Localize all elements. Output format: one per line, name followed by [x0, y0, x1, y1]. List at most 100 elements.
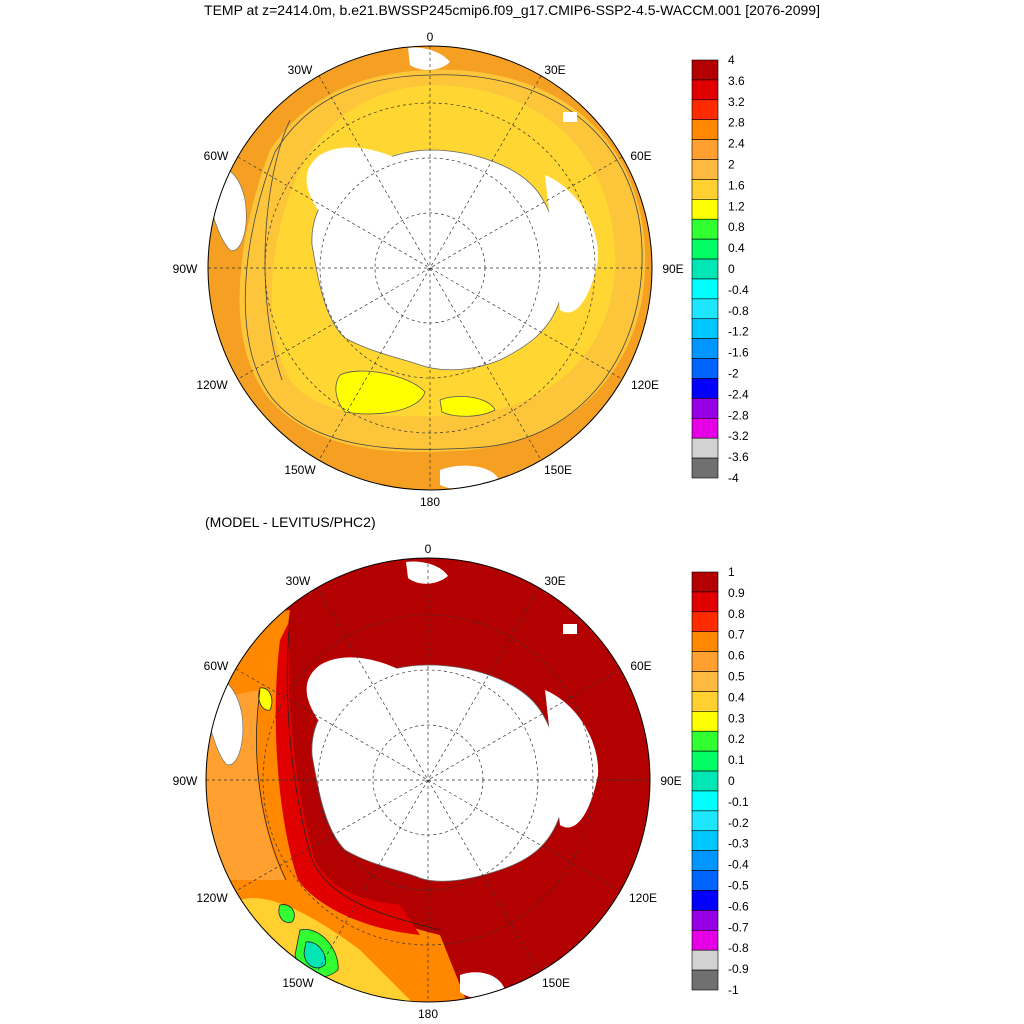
top-colorbar-label-18: -3.2 — [728, 429, 749, 443]
bottom-colorbar-label-18: -0.8 — [728, 941, 749, 955]
bottom-ice-shelf-west — [306, 657, 400, 720]
bottom-colorbar-swatch-20 — [691, 969, 719, 991]
top-lon-label-180: 180 — [420, 495, 440, 509]
bottom-colorbar-label-12: -0.2 — [728, 816, 749, 830]
top-colorbar-label-7: 1.2 — [728, 199, 745, 213]
bottom-map-border — [205, 557, 651, 1003]
top-colorbar-swatch-20 — [691, 457, 719, 479]
top-warm-patch-south — [439, 395, 496, 417]
africa-tip — [408, 47, 450, 70]
top-lon-label-150w: 150W — [284, 463, 316, 477]
bottom-colorbar-label-20: -1 — [728, 983, 739, 997]
bottom-lon-label-120e: 120E — [629, 891, 657, 905]
bottom-red-band — [275, 620, 420, 935]
bottom-island-east — [563, 624, 577, 634]
bottom-contour-1 — [286, 619, 441, 931]
bottom-lon-label-180: 180 — [418, 1007, 438, 1021]
bottom-colorbar-swatch-17 — [691, 910, 719, 931]
page-title: TEMP at z=2414.0m, b.e21.BWSSP245cmip6.f… — [204, 2, 820, 18]
bottom-colorbar-swatch-1 — [691, 591, 719, 613]
top-warm-patch-west — [335, 370, 426, 415]
bottom-colorbar-swatch-7 — [691, 711, 719, 732]
bottom-colorbar-label-7: 0.3 — [728, 711, 745, 725]
bottom-colorbar-swatch-3 — [691, 631, 719, 652]
bottom-colorbar-swatch-19 — [691, 949, 719, 971]
bottom-colorbar-swatch-13 — [691, 830, 719, 851]
bottom-colorbar-swatch-9 — [691, 750, 719, 772]
top-lon-label-60w: 60W — [204, 149, 229, 163]
bottom-colorbar-swatch-14 — [691, 850, 719, 871]
bottom-colorbar-label-15: -0.5 — [728, 879, 749, 893]
bottom-colorbar-swatch-6 — [691, 691, 719, 712]
top-colorbar-label-8: 0.8 — [728, 220, 745, 234]
top-contour-outer — [244, 74, 643, 450]
top-graticule — [208, 46, 652, 490]
bottom-colorbar-label-19: -0.9 — [728, 962, 749, 976]
bottom-colorbar-swatch-18 — [691, 929, 719, 951]
bottom-colorbar-swatch-16 — [691, 890, 719, 911]
bottom-colorbar-label-17: -0.7 — [728, 920, 749, 934]
top-colorbar-label-9: 0.4 — [728, 241, 745, 255]
top-lon-label-60e: 60E — [630, 149, 651, 163]
bottom-lon-label-90w: 90W — [173, 774, 198, 788]
bottom-colorbar-label-13: -0.3 — [728, 837, 749, 851]
top-colorbar-label-6: 1.6 — [728, 178, 745, 192]
bottom-lon-label-30e: 30E — [544, 574, 565, 588]
top-lon-label-90w: 90W — [173, 262, 198, 276]
africa-tip-bottom — [406, 561, 448, 584]
bottom-colorbar-label-5: 0.5 — [728, 670, 745, 684]
bottom-colorbar-swatch-8 — [691, 730, 719, 752]
bottom-ice-shelf-east — [545, 690, 599, 828]
top-island-east — [563, 112, 577, 122]
bottom-colorbar-label-1: 0.9 — [728, 586, 745, 600]
bottom-lon-label-60e: 60E — [630, 659, 651, 673]
top-colorbar-label-13: -1.2 — [728, 325, 749, 339]
top-lon-label-0: 0 — [427, 30, 434, 44]
bottom-colorbar-swatch-4 — [691, 651, 719, 672]
difference-subtitle: (MODEL - LEVITUS/PHC2) — [205, 514, 376, 530]
bottom-colorbar-label-11: -0.1 — [728, 795, 749, 809]
bottom-colorbar-label-4: 0.6 — [728, 649, 745, 663]
antarctic-ice-shelf-east — [545, 175, 599, 313]
top-colorbar-label-16: -2.4 — [728, 387, 749, 401]
bottom-colorbar-swatch-11 — [691, 790, 719, 812]
top-lon-label-30e: 30E — [544, 63, 565, 77]
top-colorbar-label-11: -0.4 — [728, 283, 749, 297]
top-colorbar-label-10: 0 — [728, 262, 735, 276]
bottom-contour-2 — [256, 689, 287, 881]
top-lon-label-30w: 30W — [288, 63, 313, 77]
top-colorbar-label-15: -2 — [728, 367, 739, 381]
bottom-lon-label-30w: 30W — [286, 574, 311, 588]
top-colorbar-label-19: -3.6 — [728, 450, 749, 464]
bottom-colorbar-label-16: -0.6 — [728, 899, 749, 913]
top-colorbar-label-0: 4 — [728, 53, 735, 67]
top-lon-label-120w: 120W — [196, 378, 228, 392]
top-colorbar-label-2: 3.2 — [728, 95, 745, 109]
top-colorbar: 4 3.6 3.2 2.8 2.4 2 1.6 1.2 0.8 0.4 0 -0.4 -0.8 -1.2 -… — [691, 53, 749, 485]
bottom-colorbar-label-10: 0 — [728, 774, 735, 788]
bottom-colorbar-swatch-10 — [691, 770, 719, 792]
top-polar-map: 0 30E 60E 90E 120E 150E 180 150W 120W 90… — [173, 30, 749, 509]
bottom-colorbar-label-0: 1 — [728, 565, 735, 579]
bottom-colorbar-swatch-12 — [691, 810, 719, 832]
top-colorbar-label-20: -4 — [728, 471, 739, 485]
antarctic-ice-shelf-west — [306, 147, 400, 210]
top-colorbar-label-1: 3.6 — [728, 74, 745, 88]
bottom-colorbar-swatch-5 — [691, 671, 719, 692]
bottom-colorbar: 1 0.9 0.8 0.7 0.6 0.5 0.4 0.3 0.2 0.1 0 -0.1 -0.2 -0.… — [691, 565, 749, 997]
bottom-colorbar-label-14: -0.4 — [728, 858, 749, 872]
bottom-lon-label-120w: 120W — [196, 891, 228, 905]
top-lon-label-150e: 150E — [544, 463, 572, 477]
top-lon-label-120e: 120E — [631, 378, 659, 392]
bottom-colorbar-label-8: 0.2 — [728, 732, 745, 746]
top-colorbar-label-3: 2.8 — [728, 116, 745, 130]
bottom-graticule — [206, 558, 650, 1002]
top-colorbar-label-4: 2.4 — [728, 137, 745, 151]
top-colorbar-label-12: -0.8 — [728, 304, 749, 318]
bottom-lon-label-90e: 90E — [660, 774, 681, 788]
top-colorbar-label-17: -2.8 — [728, 408, 749, 422]
bottom-colorbar-swatch-2 — [691, 611, 719, 633]
bottom-colorbar-label-9: 0.1 — [728, 753, 745, 767]
